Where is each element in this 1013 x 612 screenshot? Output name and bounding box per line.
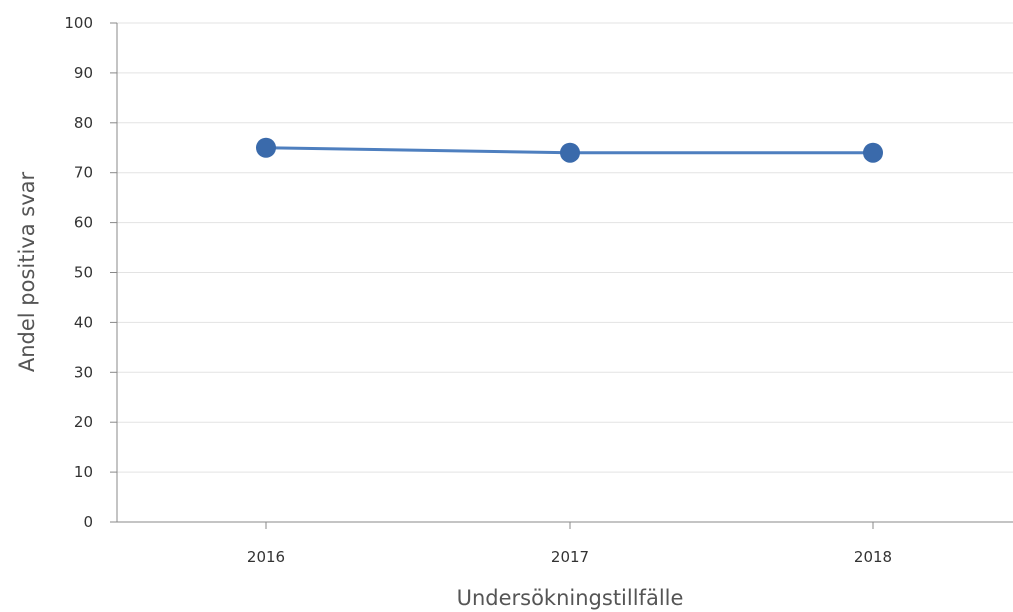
y-tick-label: 70	[74, 164, 93, 182]
y-tick-label: 50	[74, 264, 93, 282]
y-tick-label: 80	[74, 114, 93, 132]
grid-lines	[117, 22, 1013, 473]
y-tick-label: 100	[64, 14, 93, 32]
axes	[110, 22, 1013, 529]
x-axis-title: Undersökningstillfälle	[457, 586, 684, 610]
x-tick-labels: 2016 2017 2018	[247, 548, 892, 566]
data-point-2017[interactable]	[560, 142, 580, 163]
x-tick-label: 2016	[247, 548, 285, 566]
y-tick-label: 40	[74, 313, 93, 331]
y-tick-label: 30	[74, 363, 93, 381]
y-tick-label: 10	[74, 463, 93, 481]
y-tick-label: 0	[83, 513, 93, 531]
data-point-2016[interactable]	[256, 137, 276, 158]
x-tick-label: 2017	[551, 548, 589, 566]
y-tick-label: 60	[74, 214, 93, 232]
y-tick-labels: 0 10 20 30 40 50 60 70 80 90 100	[64, 14, 93, 531]
data-point-2018[interactable]	[863, 142, 883, 163]
y-tick-label: 90	[74, 64, 93, 82]
x-tick-label: 2018	[854, 548, 892, 566]
y-tick-label: 20	[74, 413, 93, 431]
data-series	[256, 137, 883, 163]
y-axis-title: Andel positiva svar	[15, 171, 39, 372]
